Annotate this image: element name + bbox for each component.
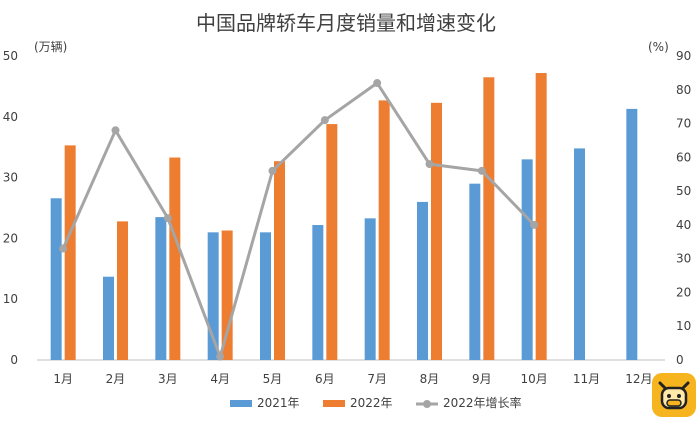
- right-tick-label: 90: [676, 49, 691, 63]
- right-tick-label: 10: [676, 319, 691, 333]
- bar: [103, 276, 114, 360]
- x-tick-label: 1月: [53, 372, 73, 386]
- right-tick-label: 50: [676, 184, 691, 198]
- left-axis-ticks: 0 10 20 30 40 50: [3, 49, 18, 367]
- bar: [117, 221, 128, 360]
- left-tick-label: 10: [3, 292, 18, 306]
- bar: [431, 102, 442, 360]
- x-axis-ticks: 1月 2月 3月 4月 5月 6月 7月 8月 9月 10月 11月 12月: [53, 372, 652, 386]
- left-tick-label: 0: [10, 353, 18, 367]
- bar: [169, 157, 181, 360]
- legend-marker: [423, 400, 431, 408]
- bar: [626, 108, 638, 361]
- bar: [274, 161, 285, 360]
- x-tick-label: 7月: [367, 372, 387, 386]
- line-marker: [425, 160, 434, 169]
- right-tick-label: 60: [676, 150, 691, 164]
- left-axis-unit: (万辆): [34, 40, 67, 54]
- x-tick-label: 2月: [106, 372, 126, 386]
- left-tick-label: 30: [3, 171, 18, 185]
- line-marker: [59, 244, 68, 253]
- bars: [50, 73, 638, 361]
- bar: [326, 124, 338, 360]
- x-tick-label: 3月: [158, 372, 178, 386]
- legend-label: 2021年: [257, 396, 300, 410]
- right-tick-label: 70: [676, 117, 691, 131]
- x-tick-label: 9月: [472, 372, 492, 386]
- x-tick-label: 8月: [420, 372, 440, 386]
- line-marker: [373, 79, 382, 88]
- legend: 2021年 2022年 2022年增长率: [230, 395, 522, 410]
- bar: [155, 217, 167, 360]
- x-tick-label: 6月: [315, 372, 335, 386]
- right-tick-label: 0: [676, 353, 684, 367]
- left-tick-label: 40: [3, 110, 18, 124]
- right-axis-ticks: 0 10 20 30 40 50 60 70 80 90: [676, 49, 691, 367]
- bar: [312, 225, 324, 360]
- bar: [483, 77, 495, 360]
- legend-label: 2022年增长率: [443, 395, 522, 410]
- bar: [260, 232, 271, 360]
- line-marker: [530, 220, 539, 229]
- x-tick-label: 5月: [263, 372, 283, 386]
- right-tick-label: 20: [676, 285, 691, 299]
- x-tick-label: 4月: [210, 372, 230, 386]
- line-marker: [268, 166, 277, 175]
- right-tick-label: 30: [676, 252, 691, 266]
- bar: [535, 73, 547, 361]
- legend-label: 2022年: [350, 396, 393, 410]
- growth-line-path: [61, 81, 536, 359]
- chart-title: 中国品牌轿车月度销量和增速变化: [196, 11, 496, 35]
- line-marker: [477, 166, 486, 175]
- cow-face-logo-icon: [652, 373, 696, 417]
- bar: [64, 145, 76, 360]
- legend-swatch: [230, 400, 252, 407]
- bar: [378, 100, 390, 360]
- line-marker: [320, 116, 329, 125]
- x-tick-label: 10月: [521, 372, 548, 386]
- bar: [521, 159, 533, 360]
- x-tick-label: 11月: [573, 372, 600, 386]
- right-tick-label: 40: [676, 218, 691, 232]
- bar: [469, 183, 481, 360]
- line-marker: [216, 352, 225, 361]
- left-tick-label: 50: [3, 49, 18, 63]
- growth-line: [59, 79, 539, 361]
- bar: [50, 198, 62, 360]
- legend-swatch: [323, 400, 345, 407]
- right-axis-unit: (%): [648, 40, 669, 54]
- right-tick-label: 80: [676, 83, 691, 97]
- bar: [574, 148, 585, 360]
- left-tick-label: 20: [3, 231, 18, 245]
- line-marker: [111, 126, 120, 135]
- bar: [417, 201, 428, 360]
- x-tick-label: 12月: [625, 372, 652, 386]
- bar: [364, 218, 376, 360]
- bar: [207, 232, 219, 360]
- bar: [221, 230, 233, 360]
- line-marker: [163, 214, 172, 223]
